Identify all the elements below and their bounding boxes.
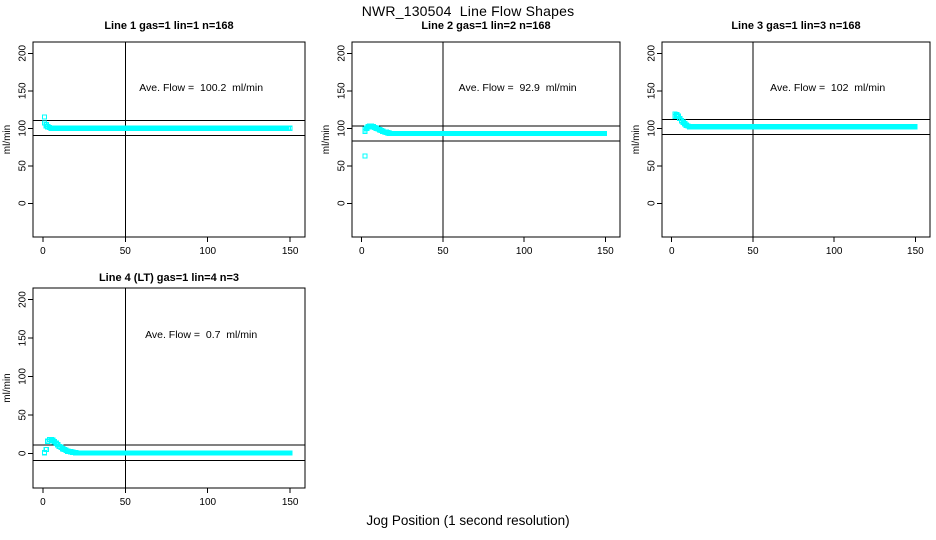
panel-title: Line 4 (LT) gas=1 lin=4 n=3 [98,272,240,284]
y-axis-label: ml/min [321,125,332,154]
y-tick-label: 100 [337,119,348,136]
x-tick-label: 0 [40,246,46,257]
x-tick-label: 0 [359,246,365,257]
x-tick-label: 100 [826,246,843,257]
data-point-marker [43,446,49,453]
plot-frame [351,41,621,238]
panel-title: Line 2 gas=1 lin=2 n=168 [421,20,551,32]
data-point-marker [601,130,608,137]
y-tick-label: 200 [337,44,348,61]
plot-line-1-canvas: 0 50 100 150 200 0 50 100 150 ml/min Ave. Flow = 1… [2,41,306,257]
y-tick-label: 150 [337,82,348,99]
data-point-marker [41,114,48,120]
x-tick-label: 0 [40,497,46,508]
axes: 0 50 100 150 200 0 50 100 150 ml/min [631,41,931,257]
panel-title: Line 3 gas=1 lin=3 n=168 [731,20,861,32]
x-axis-caption: Jog Position (1 second resolution) [366,513,570,528]
panel-line-3: Line 3 gas=1 lin=3 n=168 0 50 100 150 200 0 50… [630,18,936,280]
data-point-marker [362,153,368,159]
reference-lines [352,42,620,237]
y-tick-label: 100 [18,368,29,385]
reference-lines [33,42,305,237]
data-point-marker [912,124,918,130]
plot-line-3-canvas: 0 50 100 150 200 0 50 100 150 ml/min Ave. Flow = 1… [631,41,931,257]
ave-flow-annotation: Ave. Flow = 0.7 ml/min [145,329,257,341]
main-title: NWR_130504 Line Flow Shapes [361,3,575,19]
reference-lines [33,288,305,488]
x-tick-label: 150 [597,246,614,257]
y-tick-label: 150 [18,82,29,99]
plot-frame [32,41,306,238]
plot-line-2-canvas: 0 50 100 150 200 0 50 100 150 ml/min Ave. Flow = 9… [321,41,621,257]
x-tick-label: 150 [282,497,299,508]
axes: 0 50 100 150 200 0 50 100 150 ml/min [321,41,621,257]
data-markers [41,114,293,132]
x-tick-label: 0 [669,246,675,257]
ave-flow-annotation: Ave. Flow = 92.9 ml/min [459,82,577,94]
y-tick-label: 0 [647,200,658,206]
x-tick-label: 150 [907,246,924,257]
x-tick-label: 50 [747,246,759,257]
y-tick-label: 0 [18,450,29,456]
x-tick-label: 100 [516,246,533,257]
x-tick-label: 50 [120,246,132,257]
y-tick-label: 200 [647,44,658,61]
x-tick-label: 50 [120,497,132,508]
data-markers [362,123,608,159]
y-tick-label: 50 [18,409,29,421]
y-tick-label: 50 [18,160,29,172]
y-tick-label: 200 [18,291,29,308]
y-tick-label: 200 [18,44,29,61]
axes: 0 50 100 150 200 0 50 100 150 ml/min [2,287,306,508]
panel-line-4: Line 4 (LT) gas=1 lin=4 n=3 0 50 100 150 200… [0,270,320,518]
panel-line-2: Line 2 gas=1 lin=2 n=168 0 50 100 150 200 0 50… [320,18,630,280]
plot-frame [661,41,931,238]
panel-title: Line 1 gas=1 lin=1 n=168 [104,20,234,32]
x-tick-label: 100 [199,497,216,508]
x-tick-label: 150 [282,246,299,257]
y-tick-label: 0 [18,200,29,206]
panel-line-1: Line 1 gas=1 lin=1 n=168 0 50 100 150 200 0 50… [0,18,320,280]
data-markers [41,436,293,456]
y-tick-label: 150 [647,82,658,99]
ave-flow-annotation: Ave. Flow = 102 ml/min [770,82,885,94]
data-point-marker [287,125,293,132]
y-axis-label: ml/min [2,125,13,154]
plot-frame [32,287,306,489]
x-tick-label: 100 [199,246,216,257]
y-tick-label: 100 [647,119,658,136]
y-axis-label: ml/min [631,125,642,154]
y-tick-label: 50 [647,160,658,172]
ave-flow-annotation: Ave. Flow = 100.2 ml/min [139,82,263,94]
y-tick-label: 100 [18,119,29,136]
y-tick-label: 150 [18,329,29,346]
y-tick-label: 0 [337,200,348,206]
reference-lines [662,42,930,237]
x-tick-label: 50 [437,246,449,257]
data-point-marker [287,450,293,456]
plot-line-4-canvas: 0 50 100 150 200 0 50 100 150 ml/min Ave. Flow = 0… [2,287,306,508]
y-axis-label: ml/min [2,373,13,402]
data-markers [672,111,918,130]
y-tick-label: 50 [337,160,348,172]
axes: 0 50 100 150 200 0 50 100 150 ml/min [2,41,306,257]
